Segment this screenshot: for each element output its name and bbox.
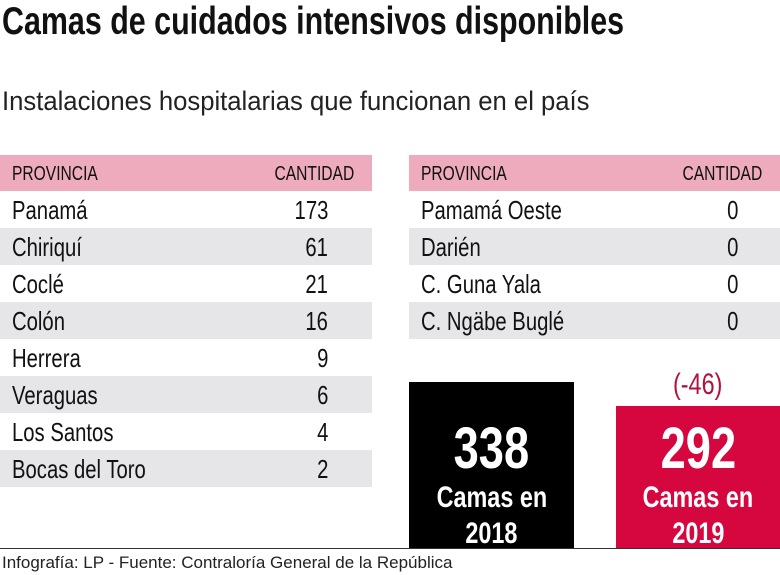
- provincia-cell: Darién: [421, 232, 481, 262]
- table-row: Pamamá Oeste 0: [409, 191, 780, 228]
- provincia-cell: Panamá: [12, 195, 88, 225]
- subtitle: Instalaciones hospitalarias que funciona…: [2, 86, 590, 116]
- difference-label: (-46): [673, 368, 723, 401]
- provincia-cell: Pamamá Oeste: [421, 195, 562, 225]
- total-2018-value: 338: [453, 416, 530, 481]
- cantidad-cell: 61: [305, 232, 328, 262]
- provincia-cell: Veraguas: [12, 380, 98, 410]
- cantidad-cell: 4: [316, 417, 328, 447]
- provincia-cell: C. Guna Yala: [421, 269, 541, 299]
- provincia-cell: Colón: [12, 306, 65, 336]
- cantidad-cell: 173: [294, 195, 328, 225]
- table-right: PROVINCIA CANTIDAD Pamamá Oeste 0 Darién 0 C…: [409, 155, 780, 339]
- cantidad-cell: 6: [316, 380, 328, 410]
- total-2018-year: 2018: [465, 517, 518, 550]
- table-row: Bocas del Toro 2: [0, 450, 372, 487]
- total-2018-label: Camas en: [436, 481, 547, 514]
- table-header: PROVINCIA CANTIDAD: [409, 155, 780, 191]
- total-2019-label: Camas en: [642, 481, 754, 514]
- cantidad-cell: 0: [726, 232, 738, 262]
- table-row: Colón 16: [0, 302, 372, 339]
- divider: [0, 548, 780, 549]
- column-header-cantidad: CANTIDAD: [682, 163, 762, 185]
- provincia-cell: Coclé: [12, 269, 64, 299]
- cantidad-cell: 9: [316, 343, 328, 373]
- cantidad-cell: 21: [305, 269, 328, 299]
- table-row: Los Santos 4: [0, 413, 372, 450]
- total-2019-value: 292: [660, 416, 736, 481]
- cantidad-cell: 0: [726, 195, 738, 225]
- table-row: Herrera 9: [0, 339, 372, 376]
- table-row: Chiriquí 61: [0, 228, 372, 265]
- table-row: Veraguas 6: [0, 376, 372, 413]
- cantidad-cell: 0: [726, 269, 738, 299]
- table-left: PROVINCIA CANTIDAD Panamá 173 Chiriquí 61 Co…: [0, 155, 372, 487]
- column-header-provincia: PROVINCIA: [421, 163, 507, 185]
- provincia-cell: Los Santos: [12, 417, 114, 447]
- table-row: Coclé 21: [0, 265, 372, 302]
- column-header-cantidad: CANTIDAD: [274, 163, 354, 185]
- total-2018-box: 338 Camas en 2018: [409, 382, 574, 550]
- table-row: C. Ngäbe Buglé 0: [409, 302, 780, 339]
- table-header: PROVINCIA CANTIDAD: [0, 155, 372, 191]
- page-title: Camas de cuidados intensivos disponibles: [2, 0, 625, 43]
- source-footer: Infografía: LP - Fuente: Contraloría Gen…: [2, 553, 453, 572]
- provincia-cell: Bocas del Toro: [12, 454, 146, 484]
- cantidad-cell: 0: [726, 306, 738, 336]
- provincia-cell: C. Ngäbe Buglé: [421, 306, 565, 336]
- table-row: Panamá 173: [0, 191, 372, 228]
- total-2019-box: 292 Camas en 2019: [616, 406, 780, 550]
- cantidad-cell: 2: [316, 454, 328, 484]
- total-2019-year: 2019: [671, 517, 725, 550]
- table-row: Darién 0: [409, 228, 780, 265]
- cantidad-cell: 16: [305, 306, 328, 336]
- provincia-cell: Chiriquí: [12, 232, 82, 262]
- provincia-cell: Herrera: [12, 343, 81, 373]
- column-header-provincia: PROVINCIA: [12, 163, 98, 185]
- table-row: C. Guna Yala 0: [409, 265, 780, 302]
